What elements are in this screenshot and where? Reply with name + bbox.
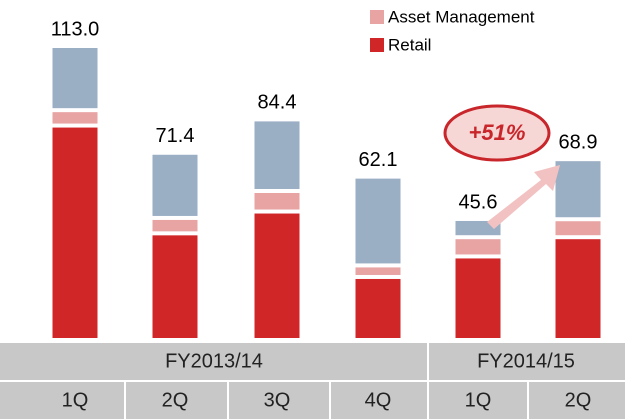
bar-segment xyxy=(455,258,501,338)
total-label: 84.4 xyxy=(258,92,297,114)
growth-arrow xyxy=(487,165,560,229)
bar-segment xyxy=(555,221,601,236)
category-label: 1Q xyxy=(62,389,89,411)
group-label: FY2014/15 xyxy=(477,350,575,372)
annotation-bubble xyxy=(443,104,551,162)
bar-segment xyxy=(52,127,98,338)
bar-segment xyxy=(555,161,601,218)
legend-label: Asset Management xyxy=(388,7,535,26)
total-label: 45.6 xyxy=(459,191,498,213)
legend-label: Retail xyxy=(388,35,431,54)
group-label: FY2013/14 xyxy=(165,350,263,372)
bar-segment xyxy=(254,193,300,210)
category-label: 2Q xyxy=(162,389,189,411)
total-label: 113.0 xyxy=(51,18,100,40)
legend-swatch xyxy=(370,10,384,24)
bar-segment xyxy=(455,220,501,236)
bar-segment xyxy=(152,154,198,216)
category-label: 3Q xyxy=(264,389,291,411)
total-label: 68.9 xyxy=(559,131,598,153)
category-label: 2Q xyxy=(565,389,592,411)
bar-segment xyxy=(254,213,300,338)
bar-segment xyxy=(152,235,198,338)
bar-segment xyxy=(52,112,98,124)
total-label: 62.1 xyxy=(359,149,398,171)
bar-segment xyxy=(355,267,401,275)
category-label: 4Q xyxy=(365,389,392,411)
bar-segment xyxy=(555,239,601,338)
bar-segment xyxy=(152,219,198,232)
bar-segment xyxy=(355,178,401,264)
legend-swatch xyxy=(370,38,384,52)
category-label: 1Q xyxy=(465,389,492,411)
bar-segment xyxy=(52,48,98,109)
bar-segment xyxy=(455,239,501,255)
bar-segment xyxy=(355,278,401,338)
annotation: +51% xyxy=(469,120,526,145)
bar-segment xyxy=(254,121,300,189)
total-label: 71.4 xyxy=(156,125,195,147)
